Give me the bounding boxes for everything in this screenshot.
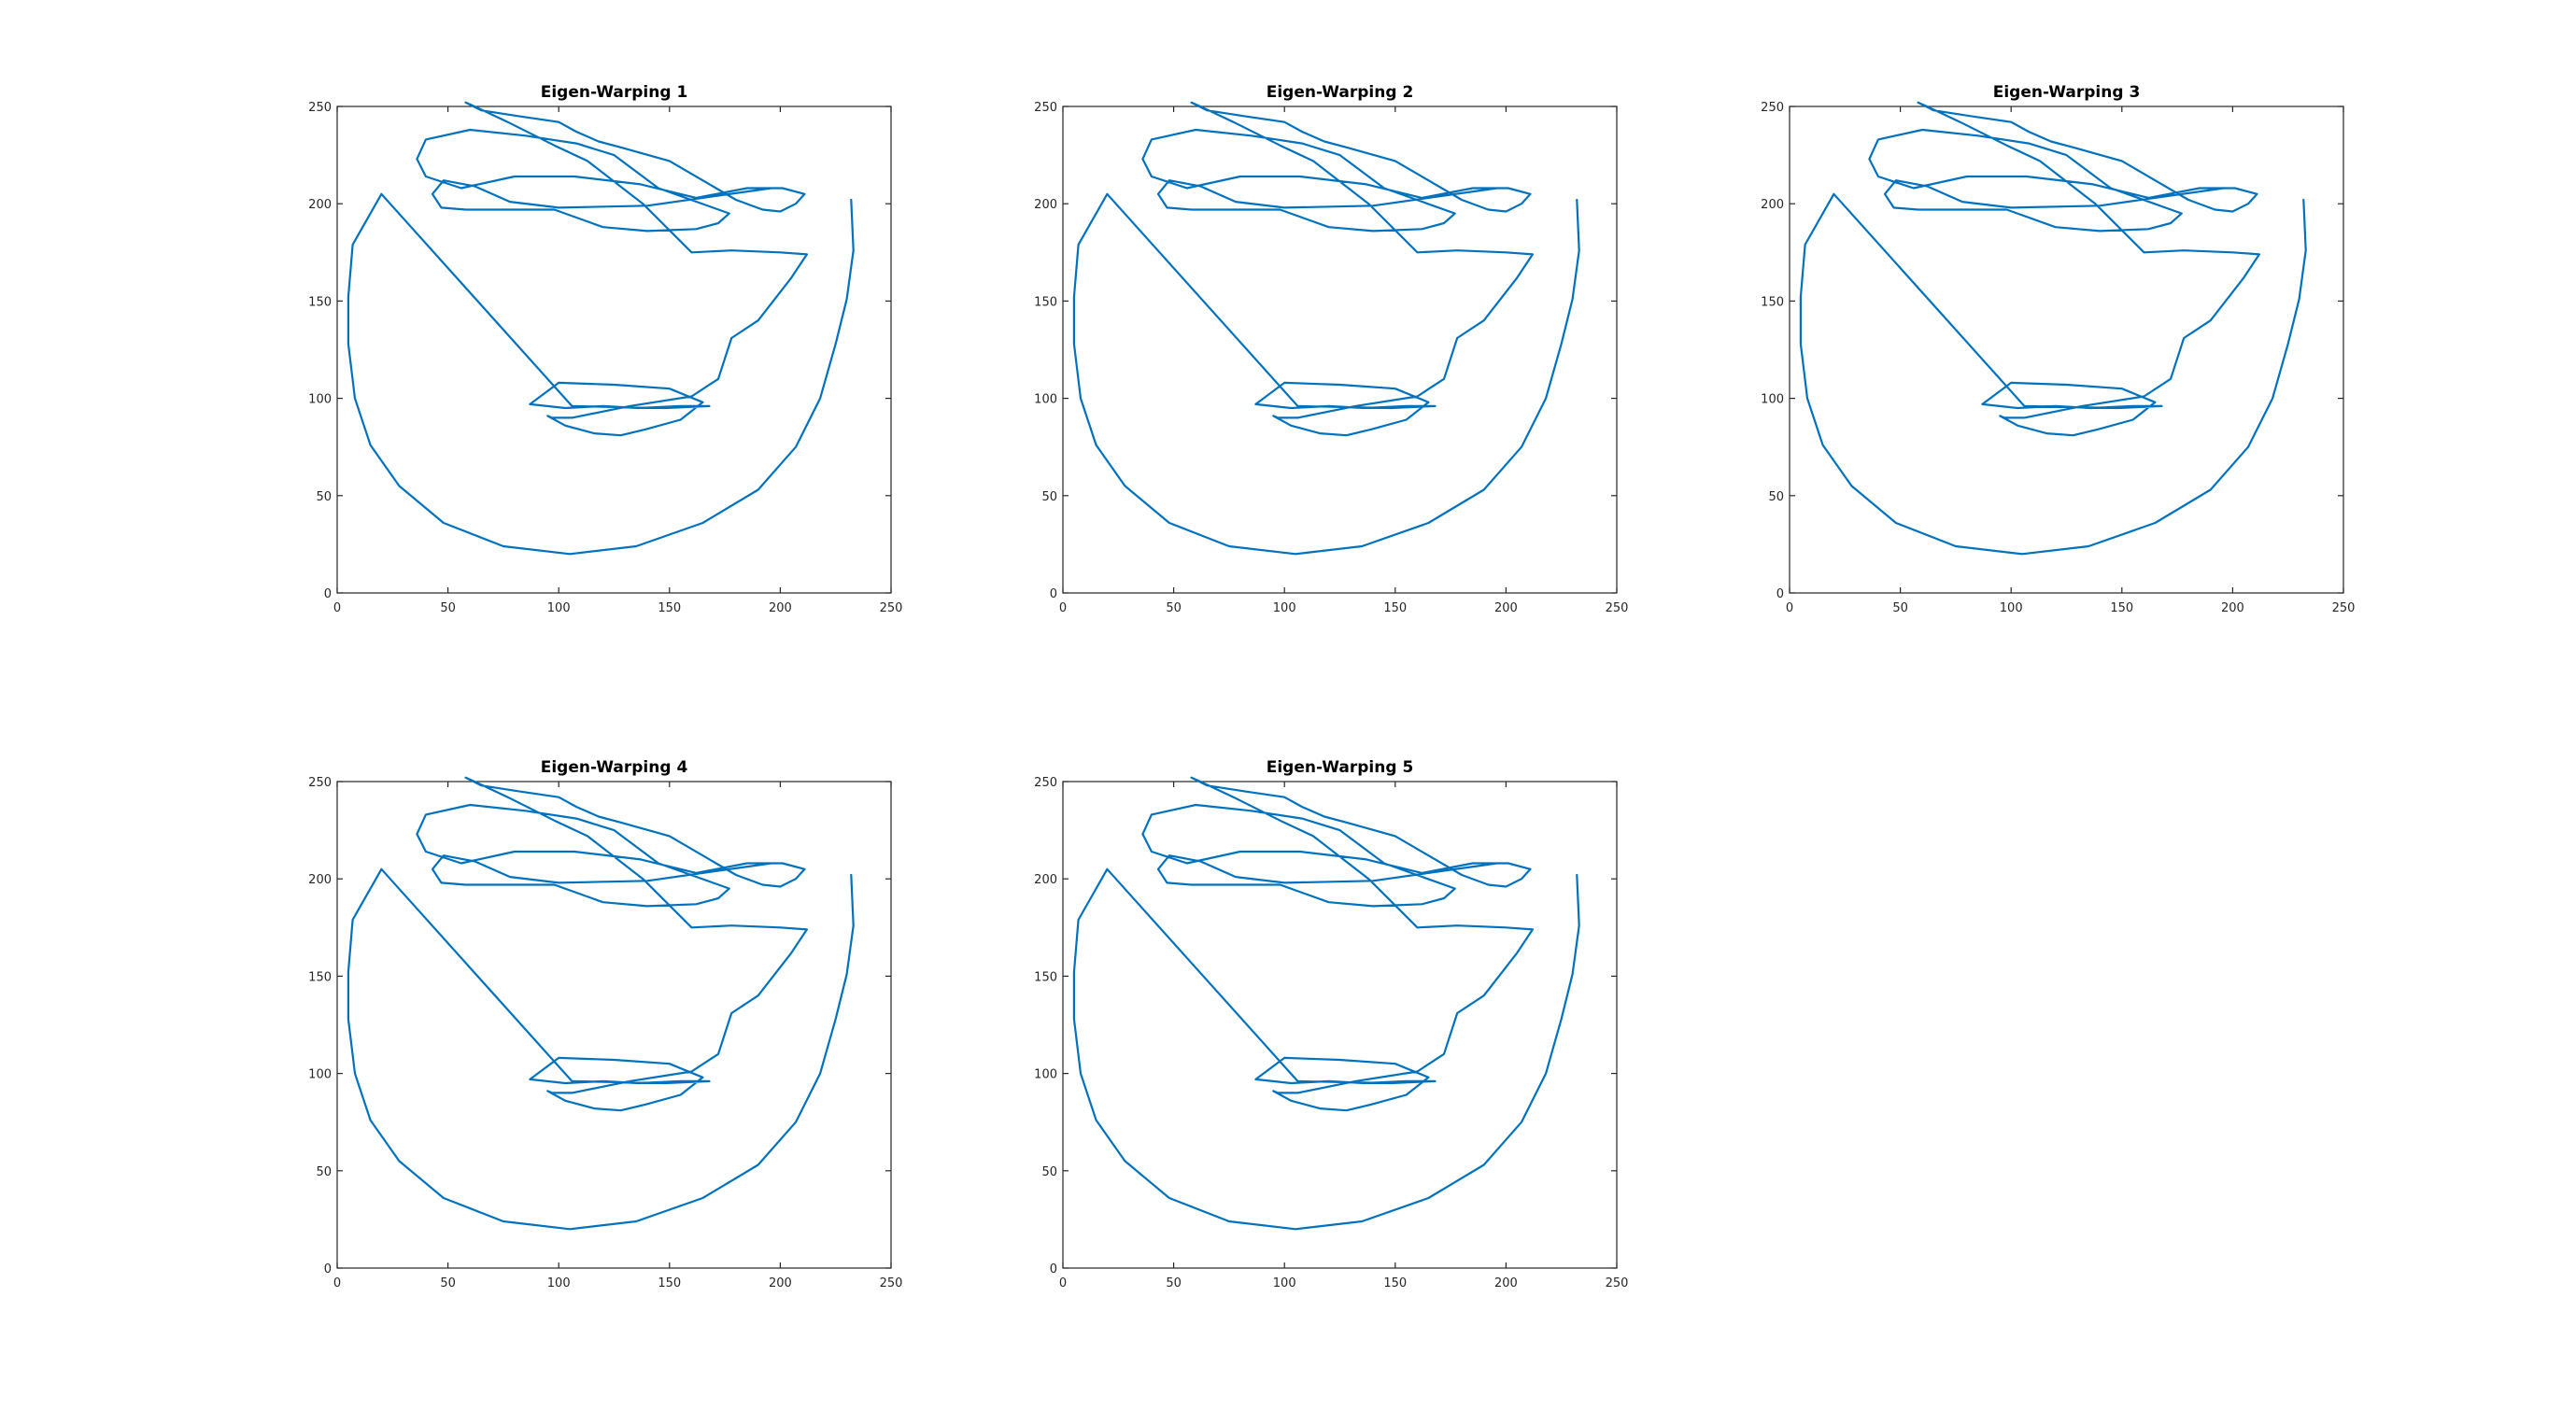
y-tick-label: 0 bbox=[324, 587, 332, 601]
x-tick-label: 150 bbox=[658, 601, 681, 615]
y-tick-label: 250 bbox=[1034, 776, 1057, 790]
x-tick-label: 50 bbox=[1166, 1276, 1182, 1290]
subplot-2: Eigen-Warping 2 0 50 100 150 200 250 0 50 100 150 2… bbox=[1034, 83, 1628, 615]
y-tick-label: 100 bbox=[308, 393, 332, 407]
x-tick-label: 250 bbox=[1606, 1276, 1629, 1290]
x-tick-label: 250 bbox=[2332, 601, 2356, 615]
x-tick-label: 200 bbox=[769, 1276, 792, 1290]
subplot-3: Eigen-Warping 3 0 50 100 150 200 250 0 50 100 150 2… bbox=[1761, 83, 2355, 615]
y-tick-label: 200 bbox=[1034, 198, 1057, 212]
axes-frame bbox=[1062, 106, 1618, 594]
x-tick-label: 100 bbox=[547, 601, 571, 615]
y-tick-label: 100 bbox=[1034, 1068, 1057, 1082]
y-tick-label: 50 bbox=[1041, 1165, 1057, 1179]
y-tick-label: 250 bbox=[308, 776, 332, 790]
y-tick-label: 0 bbox=[1050, 587, 1057, 601]
x-tick-label: 250 bbox=[880, 1276, 903, 1290]
x-tick-label: 200 bbox=[2221, 601, 2244, 615]
face-shape-line bbox=[1072, 101, 1580, 556]
y-tick-label: 100 bbox=[1034, 393, 1057, 407]
axes-frame bbox=[1062, 781, 1618, 1269]
y-tick-label: 150 bbox=[1034, 970, 1057, 984]
y-tick-label: 150 bbox=[1761, 295, 1784, 309]
x-tick-label: 100 bbox=[1273, 601, 1296, 615]
axes-frame bbox=[1789, 106, 2344, 594]
x-tick-label: 150 bbox=[658, 1276, 681, 1290]
y-tick-label: 250 bbox=[308, 101, 332, 115]
face-shape-line bbox=[1072, 776, 1580, 1231]
axes-frame bbox=[336, 781, 892, 1269]
subplot-title: Eigen-Warping 5 bbox=[1267, 758, 1414, 777]
x-tick-label: 0 bbox=[1059, 1276, 1067, 1290]
y-tick-label: 200 bbox=[1761, 198, 1784, 212]
y-tick-label: 250 bbox=[1034, 101, 1057, 115]
y-tick-label: 50 bbox=[316, 490, 332, 504]
x-tick-label: 50 bbox=[440, 601, 456, 615]
y-tick-label: 200 bbox=[308, 198, 332, 212]
y-tick-label: 200 bbox=[1034, 873, 1057, 887]
x-tick-label: 200 bbox=[1494, 601, 1518, 615]
x-tick-label: 0 bbox=[1059, 601, 1067, 615]
subplot-5: Eigen-Warping 5 0 50 100 150 200 250 0 50 100 150 2… bbox=[1034, 758, 1628, 1290]
y-tick-label: 100 bbox=[1761, 393, 1784, 407]
axes-frame bbox=[336, 106, 892, 594]
y-tick-label: 100 bbox=[308, 1068, 332, 1082]
face-shape-line bbox=[347, 101, 855, 556]
subplot-title: Eigen-Warping 3 bbox=[1993, 83, 2141, 102]
y-tick-label: 50 bbox=[1041, 490, 1057, 504]
x-tick-label: 100 bbox=[1273, 1276, 1296, 1290]
x-tick-label: 250 bbox=[880, 601, 903, 615]
face-shape-line bbox=[1799, 101, 2307, 556]
y-tick-label: 0 bbox=[1050, 1262, 1057, 1276]
subplot-1: Eigen-Warping 1 0 50 100 150 200 250 0 50 100 150 2… bbox=[308, 83, 902, 615]
x-tick-label: 150 bbox=[1383, 601, 1407, 615]
x-tick-label: 0 bbox=[333, 1276, 341, 1290]
x-tick-label: 200 bbox=[1494, 1276, 1518, 1290]
x-tick-label: 0 bbox=[333, 601, 341, 615]
y-tick-label: 150 bbox=[308, 970, 332, 984]
y-tick-label: 150 bbox=[308, 295, 332, 309]
y-tick-label: 200 bbox=[308, 873, 332, 887]
x-tick-label: 0 bbox=[1786, 601, 1793, 615]
face-shape-line bbox=[347, 776, 855, 1231]
x-tick-label: 150 bbox=[2110, 601, 2133, 615]
x-tick-label: 50 bbox=[440, 1276, 456, 1290]
x-tick-label: 50 bbox=[1892, 601, 1908, 615]
x-tick-label: 100 bbox=[2000, 601, 2023, 615]
subplot-title: Eigen-Warping 1 bbox=[541, 83, 688, 102]
x-tick-label: 250 bbox=[1606, 601, 1629, 615]
x-tick-label: 100 bbox=[547, 1276, 571, 1290]
y-tick-label: 0 bbox=[1776, 587, 1784, 601]
y-tick-label: 50 bbox=[1768, 490, 1784, 504]
x-tick-label: 150 bbox=[1383, 1276, 1407, 1290]
x-tick-label: 50 bbox=[1166, 601, 1182, 615]
y-tick-label: 250 bbox=[1761, 101, 1784, 115]
subplot-title: Eigen-Warping 2 bbox=[1267, 83, 1414, 102]
x-tick-label: 200 bbox=[769, 601, 792, 615]
subplot-title: Eigen-Warping 4 bbox=[541, 758, 688, 777]
y-tick-label: 0 bbox=[324, 1262, 332, 1276]
y-tick-label: 50 bbox=[316, 1165, 332, 1179]
subplot-4: Eigen-Warping 4 0 50 100 150 200 250 0 50 100 150 2… bbox=[308, 758, 902, 1290]
y-tick-label: 150 bbox=[1034, 295, 1057, 309]
